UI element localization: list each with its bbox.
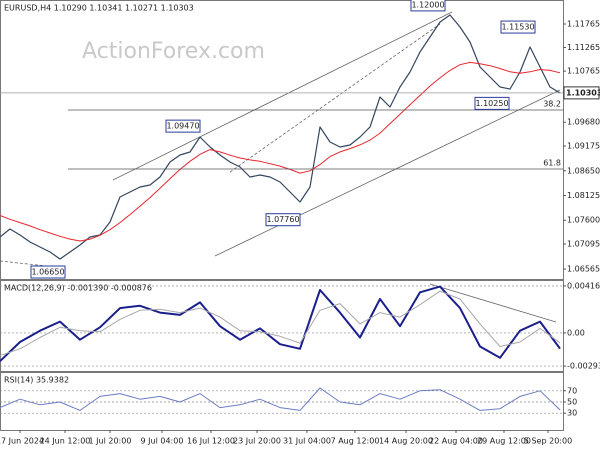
y-tick-label: -0.002932 (567, 362, 600, 371)
series-line (0, 61, 561, 242)
y-tick-label: 1.08125 (567, 191, 600, 200)
x-tick-label: 31 Jul 04:00 (283, 437, 331, 446)
x-tick-label: 16 Jul 12:00 (187, 437, 235, 446)
annotation-box (30, 265, 66, 279)
channel-mid (229, 23, 441, 173)
series-line (0, 14, 561, 260)
y-tick-label: 50 (567, 398, 577, 407)
x-tick-label: 1 Jul 20:00 (89, 437, 132, 446)
annotation-box (474, 96, 510, 110)
annotation-label: 1.10250 (475, 99, 508, 108)
x-tick-label: 23 Jul 20:00 (233, 437, 281, 446)
annotation-label: 1.11530 (501, 23, 534, 32)
support-dashed (0, 260, 66, 269)
series-line (0, 387, 561, 411)
annotation-label: 1.09470 (166, 122, 199, 131)
macd-frame (0, 280, 564, 372)
main-frame (0, 0, 564, 280)
fib-label: 61.8 (543, 159, 561, 168)
y-tick-label: 0.00 (567, 328, 585, 337)
annotation-label: 1.07760 (266, 215, 299, 224)
annotation-box (410, 0, 446, 12)
y-tick-label: 30 (567, 409, 577, 418)
x-tick-label: 29 Aug 12:00 (477, 437, 531, 446)
chart-title: EURUSD,H4 1.10290 1.10341 1.10271 1.1030… (4, 4, 194, 13)
y-tick-label: 1.10765 (567, 67, 600, 76)
y-tick-label: 1.08650 (567, 166, 600, 175)
annotation-box (265, 213, 301, 227)
annotation-box (165, 119, 201, 133)
annotation-label: 1.12000 (411, 0, 444, 9)
x-tick-label: 5 Sep 20:00 (524, 437, 572, 446)
y-tick-label: 70 (567, 386, 577, 395)
macd-title: MACD(12,26,9) -0.001390 -0.000876 (4, 284, 152, 293)
x-tick-label: 22 Aug 04:00 (429, 437, 483, 446)
watermark: ActionForex.com (82, 39, 265, 64)
current-price-label: 1.10303 (566, 88, 600, 97)
y-tick-label: 1.09175 (567, 142, 600, 151)
y-tick-label: 1.06565 (567, 265, 600, 274)
annotation-label: 1.06650 (31, 268, 64, 277)
y-tick-label: 1.11765 (567, 19, 600, 28)
x-tick-label: 14 Aug 20:00 (379, 437, 433, 446)
y-tick-label: 1.07095 (567, 240, 600, 249)
y-tick-label: 1.07600 (567, 216, 600, 225)
x-tick-label: 24 Jun 12:00 (40, 437, 91, 446)
series-line (0, 290, 561, 356)
fib-label: 38.2 (543, 99, 561, 108)
channel-lower (214, 89, 561, 257)
channel-lines (0, 11, 561, 323)
channel-upper (112, 11, 453, 181)
y-tick-label: 1.11265 (567, 43, 600, 52)
y-tick-label: 0.004161 (567, 281, 600, 290)
macd-trendline (429, 283, 557, 323)
current-price-box (563, 86, 600, 100)
annotation-box (500, 20, 536, 34)
x-tick-label: 7 Aug 12:00 (331, 437, 380, 446)
y-tick-label: 1.09680 (567, 118, 600, 127)
rsi-title: RSI(14) 35.9382 (4, 376, 69, 385)
x-tick-label: 17 Jun 2024 (0, 437, 44, 446)
x-tick-label: 9 Jul 04:00 (141, 437, 184, 446)
